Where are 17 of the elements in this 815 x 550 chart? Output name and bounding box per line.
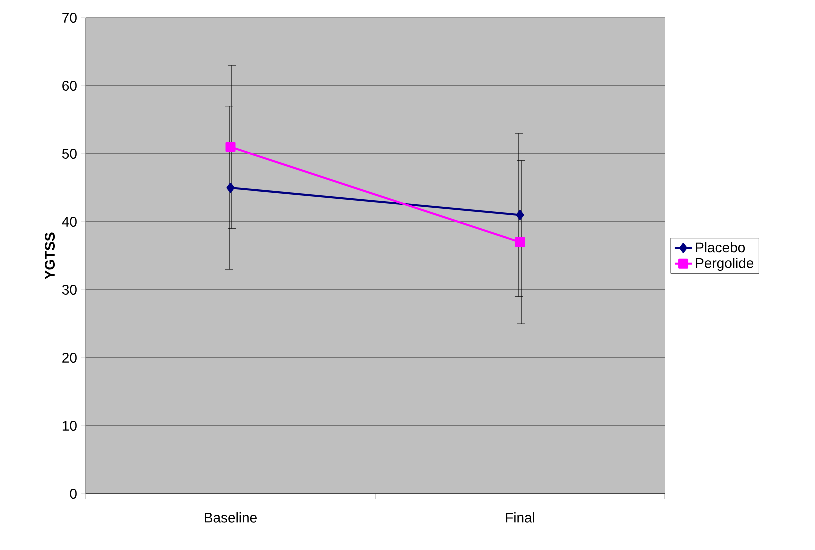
y-tick-label: 40 — [62, 217, 77, 227]
y-tick-label: 0 — [70, 489, 77, 499]
point — [516, 210, 524, 220]
x-tick-label: Baseline — [205, 512, 257, 523]
point — [515, 237, 526, 248]
y-tick-label: 30 — [62, 285, 77, 295]
y-tick-label: 50 — [62, 149, 77, 159]
y-tick-label: 60 — [62, 81, 77, 91]
legend-label: Placebo — [696, 242, 746, 253]
y-tick-label: 70 — [62, 13, 77, 23]
y-tick-label: 10 — [62, 421, 77, 431]
legend-label: Pergolide — [696, 258, 754, 272]
x-tick-label: Final — [506, 512, 534, 523]
point — [226, 142, 236, 152]
point — [226, 183, 235, 193]
y-tick-label: 20 — [62, 353, 77, 363]
y-axis-title: YGTSS — [45, 232, 56, 280]
